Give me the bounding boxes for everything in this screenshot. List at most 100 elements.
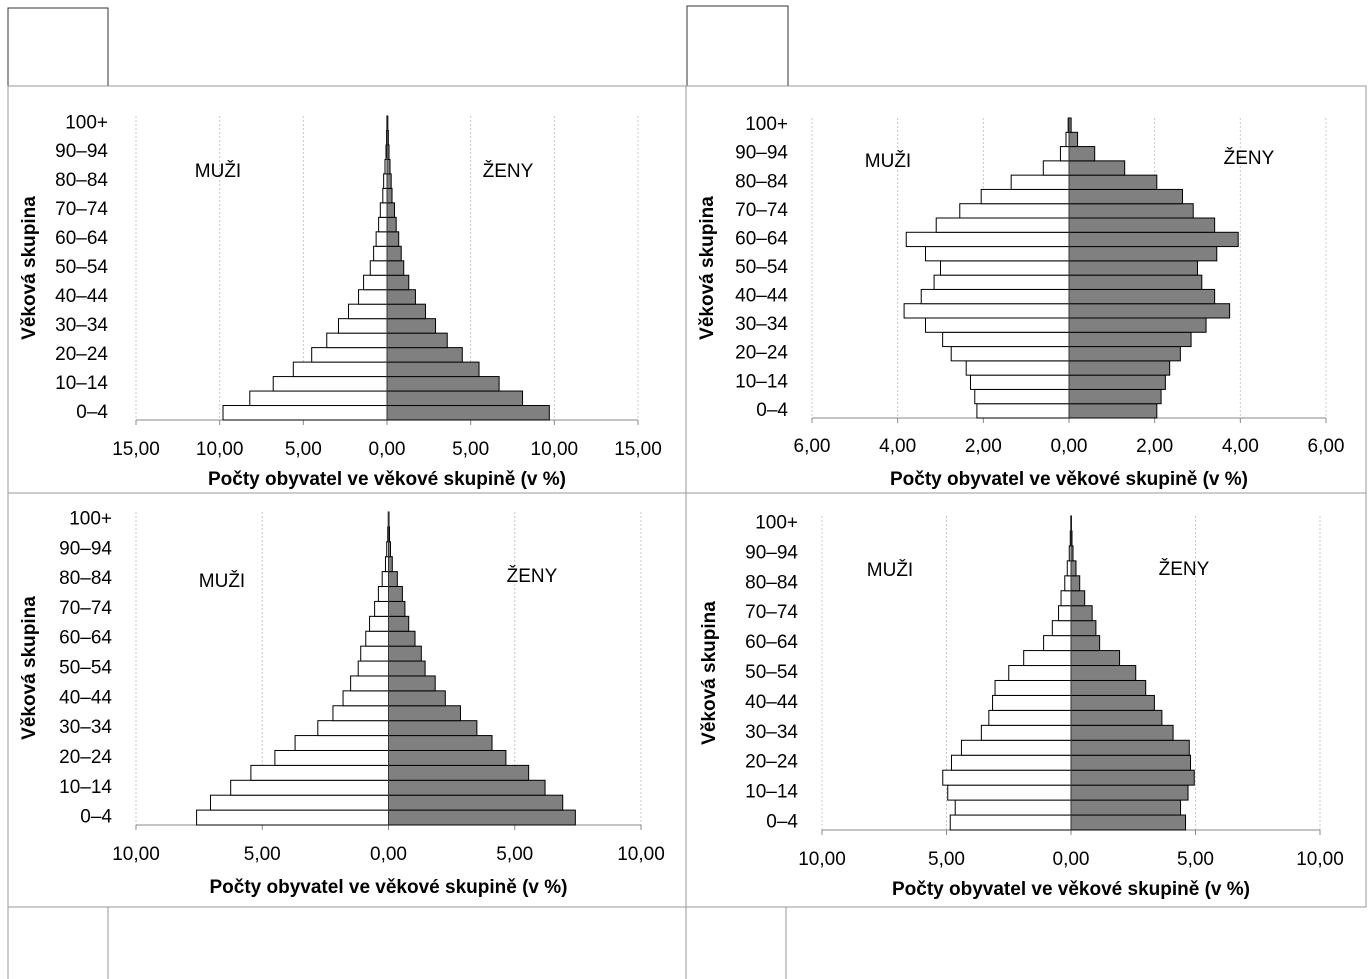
x-tick-label: 5,00 xyxy=(285,439,322,460)
bar xyxy=(332,705,390,722)
bar xyxy=(942,769,1072,786)
bar xyxy=(388,794,564,811)
series-label: MUŽI xyxy=(199,570,245,592)
bar xyxy=(1042,160,1070,176)
x-tick-label: 10,00 xyxy=(798,849,846,870)
bar xyxy=(357,660,390,677)
y-tick-label: 100+ xyxy=(755,512,798,533)
y-tick-label: 70–74 xyxy=(745,602,798,623)
y-tick-label: 70–74 xyxy=(55,199,108,220)
bar xyxy=(1068,317,1207,333)
bar xyxy=(935,217,1070,233)
bar xyxy=(1070,575,1081,592)
bar xyxy=(386,318,437,334)
bar xyxy=(377,586,389,602)
y-tick-label: 20–24 xyxy=(59,747,112,768)
bar xyxy=(1068,188,1184,205)
bar xyxy=(386,289,416,305)
bar xyxy=(1068,260,1198,276)
bar xyxy=(942,331,1070,348)
y-tick-label: 50–54 xyxy=(735,257,788,278)
bar xyxy=(949,814,1072,831)
bar xyxy=(388,705,461,722)
y-tick-label: 10–14 xyxy=(735,371,788,392)
y-tick-label: 40–44 xyxy=(745,692,798,713)
bar xyxy=(992,694,1072,711)
bar xyxy=(386,347,463,363)
x-tick-label: 15,00 xyxy=(112,439,160,460)
bar xyxy=(317,720,389,737)
bar xyxy=(381,571,389,588)
bar xyxy=(350,675,389,692)
bar xyxy=(1070,665,1137,681)
bar xyxy=(386,216,397,233)
x-tick-label: 6,00 xyxy=(1308,436,1345,457)
y-tick-label: 70–74 xyxy=(735,200,788,221)
bar xyxy=(388,556,393,573)
bar xyxy=(1064,575,1072,592)
x-tick-label: 10,00 xyxy=(531,439,579,460)
bar xyxy=(386,260,405,276)
empty-box xyxy=(7,7,109,87)
bar xyxy=(980,724,1072,741)
bar xyxy=(250,764,389,781)
bar xyxy=(1070,650,1121,667)
y-tick-label: 50–54 xyxy=(59,658,112,679)
x-tick-label: 0,00 xyxy=(1053,849,1090,870)
bar xyxy=(326,332,388,349)
bar xyxy=(947,784,1072,801)
y-tick-label: 60–64 xyxy=(735,228,788,249)
x-tick-label: 10,00 xyxy=(617,844,665,865)
y-tick-label: 40–44 xyxy=(59,687,112,708)
x-tick-label: 2,00 xyxy=(1136,436,1173,457)
y-tick-label: 80–84 xyxy=(745,572,798,593)
x-tick-label: 4,00 xyxy=(1222,436,1259,457)
bar xyxy=(1068,403,1158,419)
bar xyxy=(369,615,389,632)
bar xyxy=(1010,174,1070,190)
bar xyxy=(386,187,393,204)
y-axis-title: Věková skupina xyxy=(699,601,720,745)
y-tick-label: 80–84 xyxy=(735,171,788,192)
bar xyxy=(388,615,410,632)
bar xyxy=(1070,635,1101,652)
bar xyxy=(382,187,388,204)
x-tick-label: 10,00 xyxy=(1296,849,1344,870)
bar xyxy=(375,231,388,247)
bar xyxy=(1023,650,1072,667)
y-tick-label: 100+ xyxy=(745,114,788,135)
bar xyxy=(925,317,1070,333)
series-label: MUŽI xyxy=(195,160,241,182)
bar xyxy=(1068,303,1231,319)
bar xyxy=(358,289,388,305)
bar xyxy=(976,403,1070,419)
y-tick-label: 30–34 xyxy=(745,722,798,743)
bar xyxy=(369,260,388,276)
y-tick-label: 40–44 xyxy=(55,286,108,307)
bar xyxy=(988,709,1072,726)
y-axis-title: Věková skupina xyxy=(19,596,40,740)
bar xyxy=(388,720,478,737)
y-tick-label: 80–84 xyxy=(55,170,108,191)
bar xyxy=(388,630,416,647)
x-tick-label: 5,00 xyxy=(1177,849,1214,870)
bar xyxy=(1070,605,1093,622)
bar xyxy=(379,202,388,218)
y-tick-label: 90–94 xyxy=(59,538,112,559)
bar xyxy=(1070,679,1147,696)
bar xyxy=(388,600,406,617)
bar xyxy=(1070,799,1182,816)
bar xyxy=(1066,560,1072,577)
bar xyxy=(959,203,1070,219)
y-tick-label: 50–54 xyxy=(745,662,798,683)
bar xyxy=(388,779,546,796)
empty-box xyxy=(686,5,789,87)
x-axis-title: Počty obyvatel ve věkové skupině (v %) xyxy=(208,469,566,490)
series-label: ŽENY xyxy=(1159,558,1210,580)
bar xyxy=(1070,590,1086,607)
y-tick-label: 30–34 xyxy=(735,314,788,335)
x-tick-label: 10,00 xyxy=(196,439,244,460)
x-axis-title: Počty obyvatel ve věkové skupině (v %) xyxy=(890,469,1248,490)
x-tick-label: 10,00 xyxy=(112,844,160,865)
